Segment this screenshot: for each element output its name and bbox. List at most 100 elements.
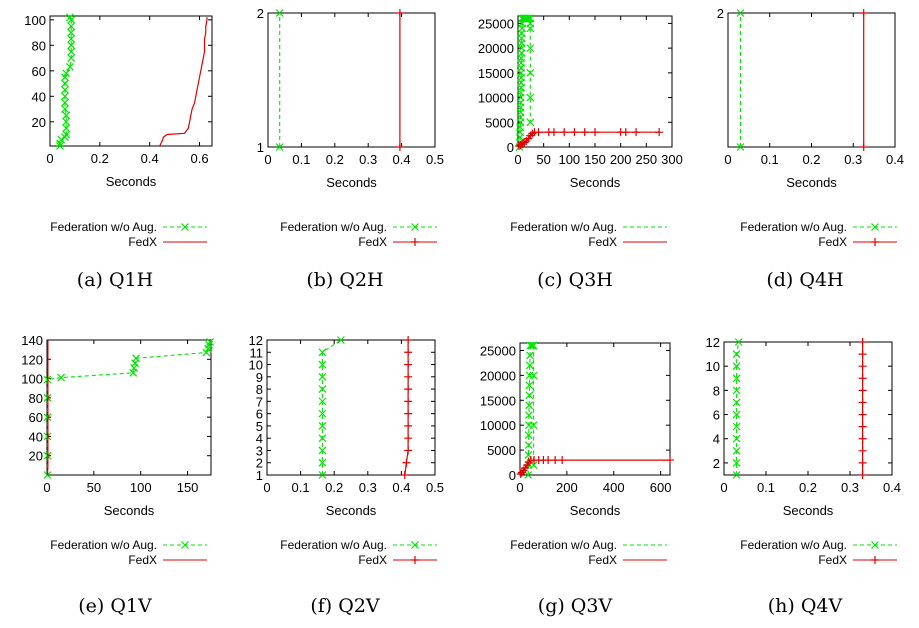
y-tick-label: 120 xyxy=(21,352,43,367)
data-point-fedx xyxy=(858,471,867,479)
data-point-federation xyxy=(318,397,327,406)
series-line-federation xyxy=(46,341,211,475)
data-point-fedx xyxy=(580,128,589,137)
data-point-federation xyxy=(67,54,76,62)
data-point-federation xyxy=(734,338,743,346)
x-tick-label: 0.4 xyxy=(141,151,159,166)
data-point-fedx xyxy=(621,128,630,137)
y-tick-label: 15000 xyxy=(480,393,516,408)
data-point-fedx xyxy=(632,128,641,137)
series-line-fedx xyxy=(404,340,409,476)
chart-panel-q4v: 0 0.1 0.2 0.3 0.4 2 4 6 8 10 12 Seconds Federation w… xyxy=(706,335,902,617)
data-point-federation xyxy=(202,348,211,357)
y-tick-label: 8 xyxy=(256,382,263,397)
data-point-federation xyxy=(732,386,741,395)
legend-marker-federation xyxy=(411,541,419,549)
data-point-federation xyxy=(732,422,741,431)
data-point-federation xyxy=(318,360,327,369)
x-tick-label: 100 xyxy=(558,152,580,167)
y-tick-label: 20 xyxy=(32,115,46,130)
data-point-federation xyxy=(61,92,69,101)
legend-label-federation: Federation w/o Aug. xyxy=(510,538,617,552)
x-tick-label: 0.3 xyxy=(841,480,859,495)
x-tick-label: 200 xyxy=(610,152,632,167)
y-tick-label: 3 xyxy=(256,443,263,458)
data-point-federation xyxy=(318,372,327,381)
x-axis-title: Seconds xyxy=(326,175,377,190)
data-point-fedx xyxy=(404,336,413,344)
data-point-federation xyxy=(524,441,533,450)
x-tick-label: 0 xyxy=(263,480,270,495)
data-point-fedx xyxy=(858,446,867,455)
x-tick-label: 0.6 xyxy=(190,151,208,166)
plot-frame xyxy=(49,15,213,147)
subfigure-caption: (g) Q3V xyxy=(538,595,613,617)
x-tick-label: 0.2 xyxy=(326,152,344,167)
data-point-fedx xyxy=(560,128,569,137)
data-point-fedx xyxy=(404,360,413,369)
y-tick-label: 4 xyxy=(713,432,720,447)
data-point-federation xyxy=(318,409,327,418)
x-tick-label: 0.3 xyxy=(359,480,377,495)
data-point-federation xyxy=(525,401,534,410)
data-point-federation xyxy=(61,79,69,88)
data-point-federation xyxy=(736,143,745,151)
y-tick-label: 10000 xyxy=(480,418,516,433)
x-tick-label: 600 xyxy=(650,480,672,495)
subfigure-caption: (d) Q4H xyxy=(766,269,843,291)
data-point-fedx xyxy=(858,422,867,431)
legend-label-federation: Federation w/o Aug. xyxy=(740,220,847,234)
legend-marker-fedx xyxy=(871,238,879,246)
legend-label-fedx: FedX xyxy=(588,553,617,567)
data-point-federation xyxy=(529,371,538,380)
x-tick-label: 0.2 xyxy=(91,151,109,166)
x-tick-label: 150 xyxy=(177,480,199,495)
x-axis-title: Seconds xyxy=(783,503,834,518)
data-point-fedx xyxy=(524,458,533,467)
data-point-fedx xyxy=(570,128,579,137)
subfigure-caption: (e) Q1V xyxy=(78,595,152,617)
data-point-federation xyxy=(732,350,741,359)
data-point-fedx xyxy=(858,350,867,359)
data-point-federation xyxy=(62,69,71,78)
x-tick-label: 0.3 xyxy=(359,152,377,167)
x-tick-label: 200 xyxy=(556,480,578,495)
data-point-federation xyxy=(66,63,74,71)
data-point-federation xyxy=(67,47,76,56)
data-point-federation xyxy=(524,14,533,23)
legend-marker-fedx xyxy=(411,238,419,246)
data-point-federation xyxy=(529,421,538,430)
data-point-federation xyxy=(318,471,327,479)
x-tick-label: 0.4 xyxy=(886,152,904,167)
data-point-federation xyxy=(62,117,71,126)
data-point-federation xyxy=(43,471,52,479)
plot-frame xyxy=(46,339,212,476)
data-point-federation xyxy=(318,446,327,455)
y-tick-label: 5 xyxy=(256,419,263,434)
x-tick-label: 0.1 xyxy=(761,152,779,167)
data-point-fedx xyxy=(404,348,413,357)
data-point-federation xyxy=(732,362,741,371)
data-point-federation xyxy=(525,391,534,400)
data-point-fedx xyxy=(517,468,526,477)
data-point-federation xyxy=(318,348,327,357)
data-point-fedx xyxy=(404,421,413,430)
data-point-federation xyxy=(524,431,533,440)
data-point-federation xyxy=(67,22,76,31)
x-tick-label: 250 xyxy=(635,152,657,167)
data-point-fedx xyxy=(549,128,558,137)
y-tick-label: 20000 xyxy=(478,41,514,56)
y-tick-label: 100 xyxy=(24,13,46,28)
data-point-federation xyxy=(318,458,327,467)
x-tick-label: 0.5 xyxy=(426,152,444,167)
y-tick-label: 140 xyxy=(21,333,43,348)
series-line-fedx xyxy=(518,131,660,147)
y-tick-label: 80 xyxy=(29,391,43,406)
x-tick-label: 0.2 xyxy=(325,480,343,495)
data-point-federation xyxy=(732,374,741,383)
x-tick-label: 0.1 xyxy=(292,152,310,167)
y-tick-label: 40 xyxy=(29,429,43,444)
data-point-federation xyxy=(62,130,71,139)
data-point-fedx xyxy=(395,9,404,17)
x-tick-label: 0.2 xyxy=(799,480,817,495)
